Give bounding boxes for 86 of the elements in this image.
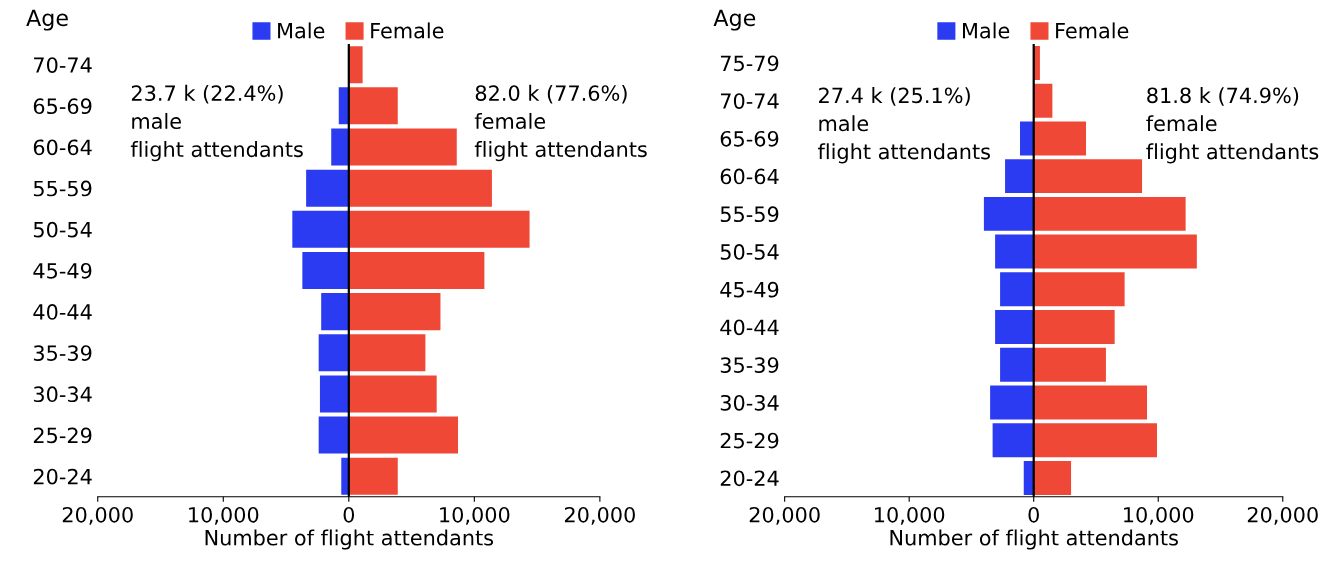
- x-tick-label: 10,000: [189, 506, 259, 525]
- y-tick-label: 20-24: [720, 470, 779, 487]
- annotation: 27.4 k (25.1%) male flight attendants: [818, 87, 990, 164]
- bar: [318, 334, 349, 372]
- bar: [348, 46, 363, 84]
- bar: [1020, 121, 1034, 156]
- bar: [292, 210, 349, 248]
- x-tick-label: 20,000: [1247, 506, 1318, 525]
- bar: [1033, 159, 1143, 194]
- y-tick-label: 35-39: [33, 345, 92, 361]
- bar: [321, 293, 349, 331]
- bar: [348, 169, 492, 207]
- bar: [1033, 385, 1148, 420]
- bar: [1033, 347, 1106, 382]
- bar: [1033, 272, 1125, 307]
- y-tick-label: 65-69: [33, 98, 92, 115]
- y-tick-label: 65-69: [720, 130, 779, 147]
- bar: [1033, 196, 1186, 231]
- y-tick-label: 40-44: [33, 304, 92, 320]
- x-tick-label: 20,000: [62, 506, 133, 525]
- y-axis-title: Age: [713, 9, 756, 31]
- y-axis-title: Age: [26, 9, 68, 31]
- y-tick-label: 30-34: [720, 394, 779, 411]
- bar: [348, 457, 398, 495]
- legend-label: Male: [278, 22, 325, 39]
- bar: [1000, 347, 1034, 382]
- y-tick-label: 55-59: [720, 206, 779, 223]
- bar: [348, 334, 426, 372]
- bar: [1005, 159, 1034, 194]
- bar: [338, 87, 349, 125]
- y-tick-label: 55-59: [33, 180, 92, 197]
- bar: [992, 423, 1034, 458]
- x-tick-label: 20,000: [564, 506, 635, 525]
- y-tick-label: 25-29: [720, 432, 779, 449]
- bar: [1033, 83, 1053, 118]
- annotation: 81.8 k (74.9%) female flight attendants: [1146, 87, 1319, 164]
- bar: [1023, 460, 1034, 495]
- bar: [348, 87, 398, 125]
- y-tick-label: 25-29: [33, 427, 92, 444]
- y-tick-label: 50-54: [33, 221, 92, 238]
- legend-label: Female: [1056, 22, 1129, 39]
- x-tick-label: 0: [1028, 506, 1039, 523]
- bar: [1033, 423, 1157, 458]
- y-tick-label: 75-79: [720, 55, 779, 72]
- bar: [1033, 234, 1197, 269]
- y-tick-label: 60-64: [720, 168, 779, 185]
- annotation: 82.0 k (77.6%) female flight attendants: [474, 84, 647, 162]
- bar: [348, 128, 457, 166]
- y-tick-label: 45-49: [720, 281, 779, 298]
- bar: [995, 310, 1034, 345]
- x-axis-title: Number of flight attendants: [890, 529, 1178, 550]
- bar: [348, 251, 485, 289]
- bar: [318, 416, 349, 454]
- bar: [348, 375, 437, 413]
- bar: [995, 234, 1034, 269]
- bar: [348, 416, 459, 454]
- y-tick-label: 50-54: [720, 244, 779, 260]
- y-tick-label: 60-64: [33, 139, 92, 156]
- bar: [1033, 310, 1115, 345]
- legend-label: Female: [371, 22, 444, 39]
- bar: [319, 375, 349, 413]
- y-tick-label: 20-24: [33, 468, 92, 485]
- bar: [348, 293, 441, 331]
- x-tick-label: 20,000: [749, 506, 820, 525]
- bar: [990, 385, 1034, 420]
- x-tick-label: 0: [343, 506, 355, 523]
- bar: [331, 128, 349, 166]
- bar: [983, 196, 1034, 231]
- bar: [1033, 121, 1087, 156]
- bar: [1000, 272, 1034, 307]
- legend-label: Male: [963, 22, 1010, 39]
- y-tick-label: 35-39: [720, 357, 779, 373]
- bar: [306, 169, 349, 207]
- bar: [302, 251, 349, 289]
- y-tick-label: 45-49: [33, 262, 92, 279]
- y-tick-label: 30-34: [33, 386, 92, 403]
- x-tick-label: 10,000: [440, 506, 510, 525]
- annotation: 23.7 k (22.4%) male flight attendants: [130, 84, 303, 162]
- y-tick-label: 70-74: [34, 57, 92, 73]
- x-tick-label: 10,000: [1124, 506, 1194, 525]
- x-axis-title: Number of flight attendants: [205, 529, 494, 550]
- bar: [348, 210, 530, 248]
- x-tick-label: 10,000: [875, 506, 945, 525]
- bar: [1033, 460, 1072, 495]
- y-tick-label: 40-44: [720, 319, 779, 336]
- y-tick-label: 70-74: [720, 93, 779, 109]
